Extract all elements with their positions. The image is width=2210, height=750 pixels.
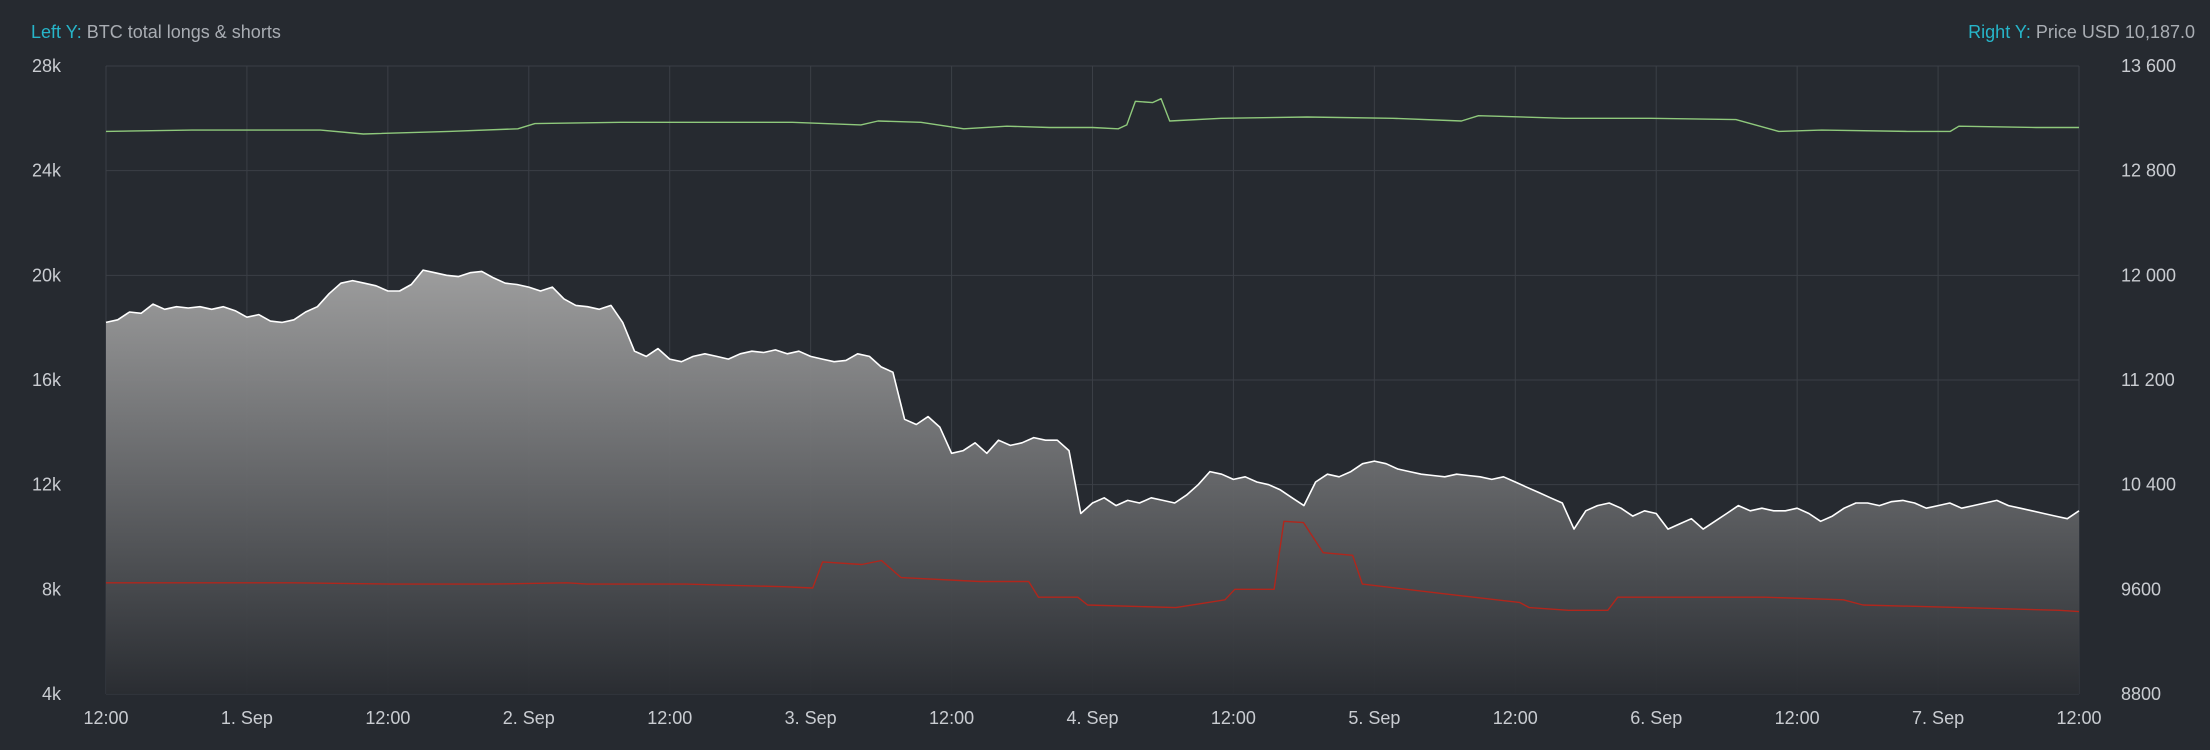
x-axis: 12:00 1. Sep 12:00 2. Sep 12:00 3. Sep 12:00 4.… <box>83 708 2101 728</box>
right-y-tick-label: 10 400 <box>2121 475 2176 495</box>
x-tick-label: 1. Sep <box>221 708 273 728</box>
series-line-2 <box>105 98 2079 135</box>
x-tick-label: 5. Sep <box>1348 708 1400 728</box>
right-y-tick-label: 11 200 <box>2121 370 2175 390</box>
left-y-tick-label: 12k <box>32 475 62 495</box>
x-tick-label: 12:00 <box>929 708 974 728</box>
x-tick-label: 7. Sep <box>1912 708 1964 728</box>
chart-areas <box>106 270 2079 694</box>
right-axis-price-label: Price USD 10,187.0 <box>2035 22 2195 42</box>
left-y-tick-label: 28k <box>32 56 62 76</box>
right-y-tick-label: 12 000 <box>2121 265 2176 285</box>
x-tick-label: 2. Sep <box>503 708 555 728</box>
right-y-axis: 8800 9600 10 400 11 200 12 000 12 800 13 600 <box>2121 56 2176 704</box>
x-tick-label: 12:00 <box>647 708 692 728</box>
left-axis-legend: Left Y: BTC total longs & shorts <box>31 22 281 43</box>
right-y-tick-label: 9600 <box>2121 579 2161 599</box>
right-axis-key: Right Y: <box>1968 22 2031 42</box>
left-y-tick-label: 24k <box>32 161 62 181</box>
left-y-tick-label: 16k <box>32 370 62 390</box>
left-y-tick-label: 20k <box>32 265 62 285</box>
left-axis-key: Left Y: <box>31 22 82 42</box>
x-tick-label: 4. Sep <box>1066 708 1118 728</box>
left-y-tick-label: 4k <box>42 684 62 704</box>
chart-lines <box>105 98 2080 613</box>
left-y-axis: 4k 8k 12k 16k 20k 24k 28k <box>32 56 62 704</box>
right-y-tick-label: 12 800 <box>2121 161 2176 181</box>
x-tick-label: 6. Sep <box>1630 708 1682 728</box>
left-y-tick-label: 8k <box>42 579 62 599</box>
x-tick-label: 12:00 <box>1493 708 1538 728</box>
x-tick-label: 12:00 <box>365 708 410 728</box>
right-axis-legend: Right Y: Price USD 10,187.0 <box>1968 22 2195 43</box>
series-area-fill <box>106 270 2079 694</box>
x-tick-label: 12:00 <box>1211 708 1256 728</box>
x-tick-label: 3. Sep <box>785 708 837 728</box>
x-tick-label: 12:00 <box>2056 708 2101 728</box>
right-y-tick-label: 13 600 <box>2121 56 2176 76</box>
x-tick-label: 12:00 <box>83 708 128 728</box>
x-tick-label: 12:00 <box>1775 708 1820 728</box>
series-line-1 <box>106 520 2080 613</box>
right-y-tick-label: 8800 <box>2121 684 2161 704</box>
left-axis-series-label: BTC total longs & shorts <box>86 22 281 42</box>
series-line-0 <box>105 269 2080 530</box>
